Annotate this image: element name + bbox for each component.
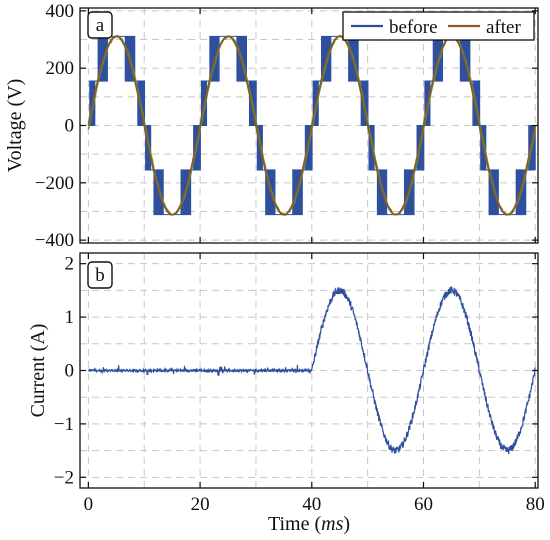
x-axis-title-unit: ms: [321, 513, 343, 535]
panel-a-y-axis-title: Voltage (V): [4, 79, 26, 173]
x-axis-title-text: Time (: [268, 513, 322, 535]
panel-b-grid: [80, 253, 538, 488]
x-tick-label: 40: [302, 494, 321, 515]
legend-label-before: before: [389, 17, 438, 38]
panel-b-y-axis-title: Current (A): [27, 324, 49, 418]
x-axis-title-close: ): [343, 513, 350, 535]
panel-a-tag-box: [87, 11, 113, 39]
panel-b-ticks: 0 20 40 60 80 −2 −1 0 1 2: [54, 253, 545, 515]
panel-a-tag-label: a: [96, 15, 105, 36]
y-tick-label: 0: [65, 361, 75, 382]
panel-a-voltage-chart: −400 −200 0 200 400 Voltage (V) a before aft…: [4, 1, 539, 251]
y-tick-label: 400: [46, 1, 75, 22]
series-after-line: [87, 35, 537, 216]
panel-a-tag: a: [87, 11, 113, 39]
y-tick-label: −200: [35, 173, 74, 194]
series-current-line: [88, 286, 536, 454]
y-tick-label: −1: [54, 414, 74, 435]
panel-b-x-axis-title: Time (ms): [268, 513, 350, 535]
panel-a-plot-area: [87, 34, 537, 217]
x-tick-label: 60: [414, 494, 433, 515]
legend: before after: [342, 11, 535, 41]
y-tick-label: 200: [46, 58, 75, 79]
panel-b-current-chart: 0 20 40 60 80 −2 −1 0 1 2 Current (A) Time (ms) b: [27, 252, 545, 535]
legend-label-after: after: [486, 17, 521, 38]
panel-b-tag-box: [87, 261, 113, 289]
y-tick-label: −400: [35, 230, 74, 251]
panel-b-tag: b: [87, 261, 113, 289]
y-tick-label: 2: [65, 254, 75, 275]
x-tick-label: 80: [526, 494, 545, 515]
panel-b-plot-area: [88, 286, 536, 454]
panel-a-ticks: −400 −200 0 200 400: [35, 1, 538, 251]
y-tick-label: 0: [65, 116, 75, 137]
series-before-line: [88, 35, 536, 216]
x-tick-label: 20: [191, 494, 210, 515]
y-tick-label: 1: [65, 307, 75, 328]
x-tick-label: 0: [84, 494, 94, 515]
panel-b-tag-label: b: [95, 265, 105, 286]
y-tick-label: −2: [54, 467, 74, 488]
